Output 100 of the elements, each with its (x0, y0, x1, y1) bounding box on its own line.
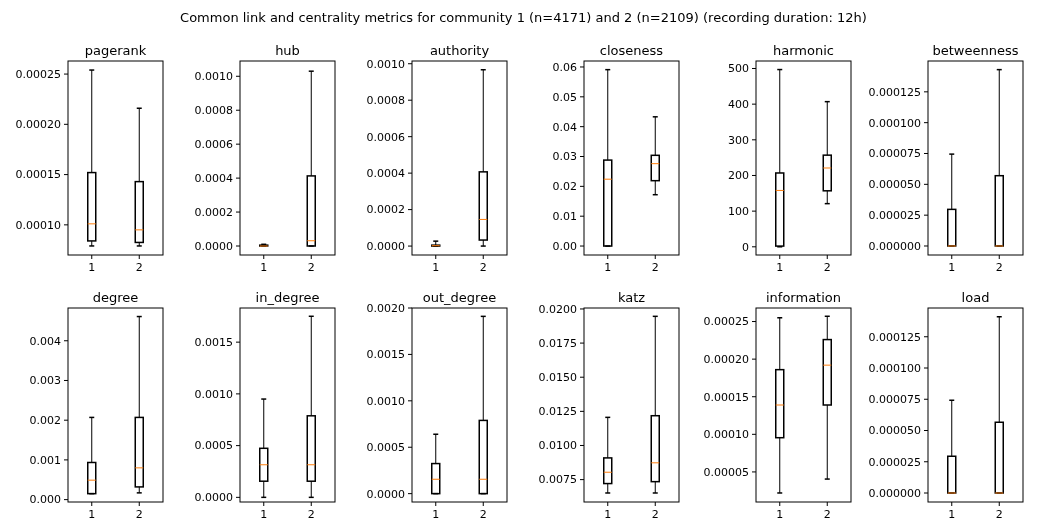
y-tick-label: 0.002 (29, 414, 61, 428)
y-tick-label: 0.000125 (868, 85, 921, 99)
chart-title: betweenness (932, 43, 1019, 58)
x-tick-label: 2 (135, 508, 143, 521)
y-tick-label: 0 (742, 240, 749, 254)
y-tick-label: 0.0010 (194, 387, 233, 401)
y-tick-label: 0.000000 (868, 239, 921, 253)
y-tick-label: 0.0005 (194, 439, 233, 453)
x-tick-label: 1 (432, 261, 440, 274)
x-tick-label: 2 (135, 261, 143, 274)
chart-title: out_degree (422, 290, 497, 305)
y-tick-label: 0.000025 (868, 209, 921, 223)
y-tick-label: 0.02 (552, 180, 577, 194)
y-tick-label: 0.000075 (868, 393, 921, 407)
y-tick-label: 0.0008 (194, 104, 233, 118)
x-tick-label: 1 (88, 508, 96, 521)
y-tick-label: 0.0020 (366, 301, 405, 315)
x-tick-label: 2 (479, 261, 487, 274)
y-tick-label: 0.00020 (15, 118, 61, 132)
y-tick-label: 0.05 (552, 90, 577, 104)
y-tick-label: 0.04 (552, 120, 577, 134)
y-tick-label: 0.00010 (15, 218, 61, 232)
y-tick-label: 0.0015 (366, 348, 405, 362)
y-tick-label: 0.0004 (194, 171, 233, 185)
y-tick-label: 0.00020 (703, 352, 749, 366)
x-tick-label: 1 (604, 261, 612, 274)
x-tick-label: 1 (432, 508, 440, 521)
y-tick-label: 0.0010 (194, 70, 233, 84)
chart-title: authority (429, 43, 490, 58)
y-tick-label: 0.000075 (868, 147, 921, 161)
y-tick-label: 0.0010 (366, 57, 405, 71)
x-tick-label: 1 (776, 261, 784, 274)
x-tick-label: 2 (651, 508, 659, 521)
x-tick-label: 2 (307, 508, 315, 521)
y-tick-label: 0.0015 (194, 335, 233, 349)
y-tick-label: 200 (728, 169, 749, 183)
y-tick-label: 0.06 (552, 60, 577, 74)
x-tick-label: 2 (823, 261, 831, 274)
y-tick-label: 0.000050 (868, 424, 921, 438)
x-tick-label: 2 (823, 508, 831, 521)
chart-title: harmonic (773, 43, 834, 58)
x-tick-label: 1 (260, 508, 268, 521)
y-tick-label: 0.000100 (868, 361, 921, 375)
y-tick-label: 0.000025 (868, 455, 921, 469)
x-tick-label: 1 (604, 508, 612, 521)
y-tick-label: 100 (728, 204, 749, 218)
text: Common link and centrality metrics for community 1 (n=4171) and 2 (n=2109) (recording duration: 12h) (180, 10, 867, 25)
chart-title: katz (617, 290, 646, 305)
x-tick-label: 2 (479, 508, 487, 521)
chart-title: closeness (599, 43, 664, 58)
y-tick-label: 0.0000 (194, 491, 233, 505)
chart-title: load (961, 290, 990, 305)
y-tick-label: 0.0175 (538, 336, 577, 350)
y-tick-label: 0.0002 (366, 203, 405, 217)
x-tick-label: 1 (948, 508, 956, 521)
y-tick-label: 0.03 (552, 150, 577, 164)
y-tick-label: 0.000125 (868, 330, 921, 344)
y-tick-label: 0.004 (29, 334, 61, 348)
y-tick-label: 0.0000 (366, 487, 405, 501)
y-tick-label: 0.0008 (366, 94, 405, 108)
y-tick-label: 0.0004 (366, 166, 405, 180)
y-tick-label: 0.0005 (366, 441, 405, 455)
x-tick-label: 1 (776, 508, 784, 521)
x-tick-label: 2 (995, 261, 1003, 274)
y-tick-label: 300 (728, 133, 749, 147)
y-tick-label: 0.000100 (868, 116, 921, 130)
y-tick-label: 0.0200 (538, 302, 577, 316)
x-tick-label: 2 (651, 261, 659, 274)
y-tick-label: 0.00005 (703, 465, 749, 479)
y-tick-label: 0.0006 (194, 138, 233, 152)
y-tick-label: 0.000050 (868, 178, 921, 192)
x-tick-label: 1 (260, 261, 268, 274)
x-tick-label: 1 (948, 261, 956, 274)
y-tick-label: 0.00025 (703, 315, 749, 329)
y-tick-label: 0.000000 (868, 486, 921, 500)
y-tick-label: 0.00 (552, 239, 577, 253)
y-tick-label: 0.00015 (703, 390, 749, 404)
y-tick-label: 0.00025 (15, 67, 61, 81)
chart-title: information (765, 290, 842, 305)
y-tick-label: 0.01 (552, 210, 577, 224)
y-tick-label: 0.00010 (703, 428, 749, 442)
y-tick-label: 0.000 (29, 493, 61, 507)
chart-title: degree (92, 290, 139, 305)
y-tick-label: 0.00015 (15, 168, 61, 182)
y-tick-label: 0.0100 (538, 439, 577, 453)
y-tick-label: 0.003 (29, 374, 61, 388)
x-tick-label: 2 (307, 261, 315, 274)
y-tick-label: 500 (728, 62, 749, 76)
y-tick-label: 0.0006 (366, 130, 405, 144)
y-tick-label: 0.0150 (538, 371, 577, 385)
y-tick-label: 0.001 (29, 453, 61, 467)
chart-title: hub (275, 43, 300, 58)
y-tick-label: 0.0000 (366, 239, 405, 253)
y-tick-label: 0.0010 (366, 394, 405, 408)
y-tick-label: 0.0002 (194, 205, 233, 219)
y-tick-label: 400 (728, 98, 749, 111)
x-tick-label: 2 (995, 508, 1003, 521)
y-tick-label: 0.0075 (538, 473, 577, 487)
chart-title: pagerank (84, 43, 147, 58)
chart-title: in_degree (255, 290, 320, 305)
